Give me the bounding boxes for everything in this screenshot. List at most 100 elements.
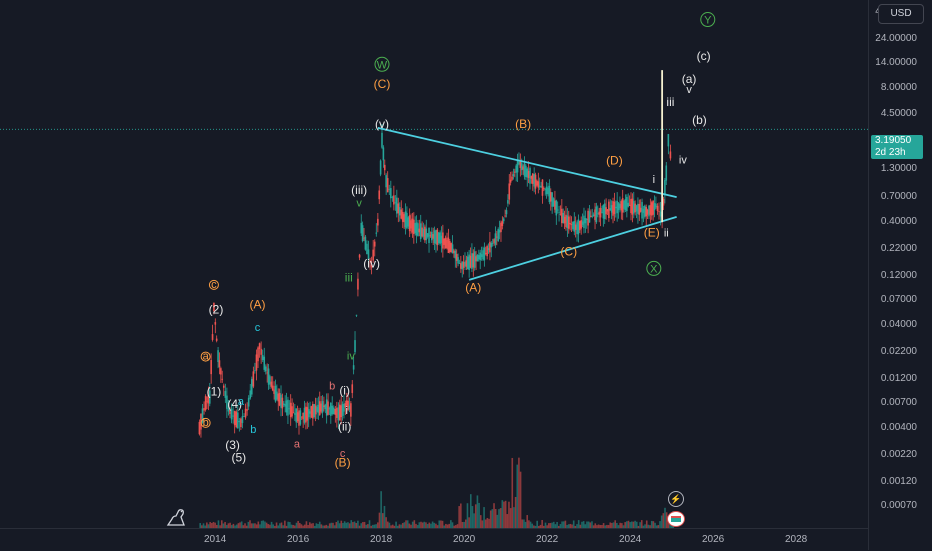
- candle-body: [236, 412, 239, 429]
- volume-bar: [631, 521, 633, 528]
- candle-body: [217, 350, 219, 363]
- candle-body: [334, 408, 337, 415]
- volume-bar: [456, 524, 459, 528]
- volume-bar: [234, 525, 236, 528]
- wave-label: (b): [692, 113, 707, 127]
- candle-body: [411, 218, 414, 233]
- wave-label: (C): [374, 77, 391, 91]
- volume-bar: [652, 521, 655, 528]
- candle-body: [419, 223, 422, 240]
- candle-body: [478, 255, 480, 260]
- candle-body: [468, 254, 470, 271]
- volume-bar: [385, 517, 387, 528]
- volume-bar: [489, 510, 492, 528]
- candle-body: [284, 404, 286, 407]
- candle-body: [620, 201, 623, 211]
- candle-body: [476, 254, 479, 262]
- volume-bar: [294, 525, 296, 528]
- volume-bar: [574, 525, 577, 528]
- candle-body: [257, 347, 259, 362]
- flash-icon[interactable]: ⚡: [668, 491, 684, 507]
- candle-body: [628, 204, 631, 206]
- candle-body: [436, 229, 439, 246]
- candle-body: [413, 219, 415, 235]
- x-tick-label: 2016: [287, 534, 310, 545]
- volume-bar: [318, 521, 321, 528]
- candle-body: [221, 378, 224, 380]
- volume-bar: [549, 523, 552, 528]
- tradingview-dino-icon[interactable]: [166, 507, 188, 532]
- volume-bar: [393, 525, 396, 528]
- candle-body: [258, 343, 261, 349]
- volume-bar: [458, 506, 460, 528]
- volume-bar: [513, 507, 515, 528]
- candle-body: [343, 403, 345, 412]
- candle-body: [595, 206, 598, 223]
- candle-body: [210, 359, 212, 375]
- volume-bar: [285, 525, 288, 528]
- volume-bar: [255, 524, 258, 528]
- candle-body: [271, 385, 274, 391]
- candle-body: [276, 391, 278, 400]
- price-chart[interactable]: W(C)(v) (B)(D)(iii)v(iv)(C)(A)(E)XY(c)(a)…: [0, 0, 868, 528]
- candle-body: [641, 202, 643, 219]
- volume-bar: [488, 518, 490, 528]
- wave-label: (v): [375, 117, 389, 131]
- y-tick-label: 4.50000: [880, 107, 917, 119]
- candle-body: [229, 409, 231, 414]
- flag-icon[interactable]: [667, 511, 685, 527]
- candle-body: [396, 197, 398, 214]
- volume-bar: [337, 520, 339, 528]
- candle-body: [617, 203, 620, 211]
- volume-bar: [222, 523, 225, 528]
- volume-bar: [473, 513, 475, 528]
- volume-bar: [257, 521, 260, 528]
- candle-body: [404, 211, 407, 228]
- volume-bar: [566, 524, 568, 528]
- volume-bar: [206, 522, 208, 528]
- volume-bar: [665, 512, 668, 528]
- candle-body: [439, 232, 441, 244]
- candle-body: [400, 209, 403, 219]
- volume-bar: [634, 520, 636, 528]
- candle-body: [504, 215, 506, 217]
- volume-bar: [521, 519, 524, 528]
- candle-body: [454, 250, 457, 259]
- volume-bar: [330, 522, 333, 528]
- candle-body: [497, 229, 499, 241]
- volume-bar: [345, 522, 348, 528]
- volume-bar: [411, 521, 414, 528]
- candle-body: [320, 403, 322, 412]
- candle-body: [609, 208, 612, 211]
- currency-button[interactable]: USD: [878, 4, 924, 24]
- volume-bar: [552, 521, 555, 528]
- candle-body: [432, 234, 434, 239]
- candle-body: [355, 314, 358, 316]
- candle-body: [226, 395, 228, 409]
- volume-bar: [355, 522, 358, 528]
- candle-body: [507, 200, 509, 204]
- candle-body: [332, 407, 335, 415]
- price-scale[interactable]: 44.0000024.0000014.000008.000004.500002.…: [868, 0, 932, 550]
- volume-bar: [571, 524, 573, 528]
- volume-bar: [524, 521, 527, 528]
- volume-bar: [493, 503, 495, 528]
- candle-body: [261, 355, 264, 361]
- y-tick-label: 0.00120: [880, 475, 917, 487]
- time-scale[interactable]: [0, 528, 868, 551]
- volume-bar: [410, 524, 412, 528]
- candle-body: [556, 209, 559, 211]
- wave-label: (iv): [363, 257, 380, 271]
- candle-body: [590, 215, 592, 217]
- candle-body: [330, 402, 332, 416]
- candle-body: [612, 201, 614, 216]
- candle-body: [544, 189, 547, 191]
- candle-body: [511, 176, 513, 180]
- candle-body: [316, 406, 318, 412]
- volume-bar: [398, 524, 401, 528]
- candle-body: [475, 256, 477, 262]
- volume-bar: [403, 522, 406, 528]
- x-tick-label: 2028: [785, 534, 808, 545]
- wave-label: b: [203, 417, 209, 429]
